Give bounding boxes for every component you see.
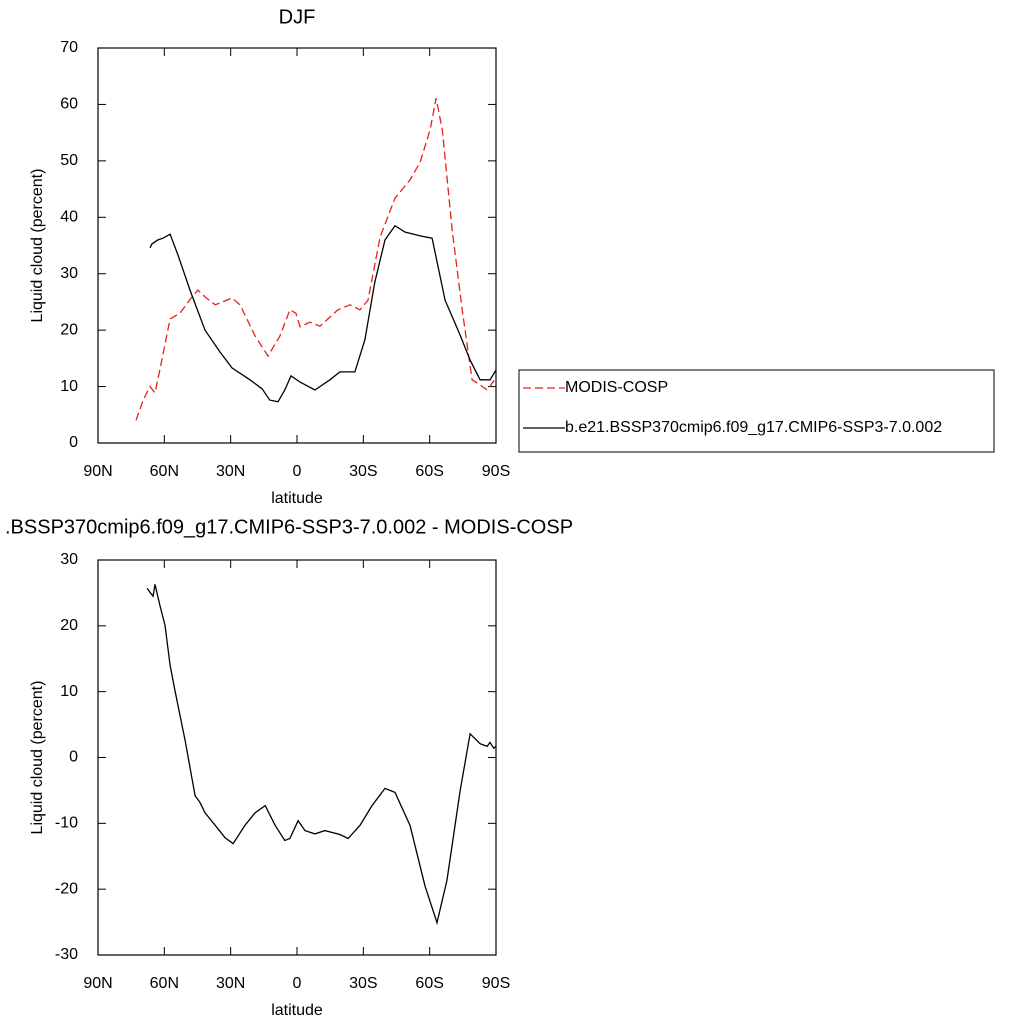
data-line: [135, 98, 497, 421]
x-tick-label: 30S: [349, 975, 377, 992]
y-tick-label: 20: [60, 617, 78, 634]
legend-box: [518, 369, 995, 453]
y-tick-label: 0: [69, 434, 78, 451]
x-tick-label: 90S: [482, 463, 510, 480]
x-tick-label: 60N: [150, 975, 179, 992]
y-tick-label: -20: [55, 880, 78, 897]
x-tick-label: 60S: [415, 975, 443, 992]
data-line: [149, 224, 497, 403]
y-tick-label: 50: [60, 152, 78, 169]
y-tick-label: 30: [60, 265, 78, 282]
legend-label: MODIS-COSP: [565, 379, 668, 396]
x-axis-label: latitude: [271, 1002, 323, 1019]
data-line: [146, 584, 497, 926]
x-tick-label: 90N: [83, 975, 112, 992]
y-tick-label: 10: [60, 378, 78, 395]
y-tick-label: 0: [69, 749, 78, 766]
y-tick-label: -30: [55, 946, 78, 963]
x-tick-label: 90N: [83, 463, 112, 480]
y-axis-label: Liquid cloud (percent): [29, 169, 46, 323]
x-tick-label: 0: [293, 975, 302, 992]
y-tick-label: 30: [60, 551, 78, 568]
chart-title: DJF: [279, 6, 316, 28]
x-tick-label: 30S: [349, 463, 377, 480]
x-tick-label: 60S: [415, 463, 443, 480]
y-tick-label: 70: [60, 39, 78, 56]
y-axis-label: Liquid cloud (percent): [29, 681, 46, 835]
legend-label: b.e21.BSSP370cmip6.f09_g17.CMIP6-SSP3-7.…: [565, 419, 942, 436]
plot-frame: [97, 47, 497, 444]
y-tick-label: 40: [60, 209, 78, 226]
x-tick-label: 30N: [216, 975, 245, 992]
plot-frame: [97, 559, 497, 956]
y-tick-label: 10: [60, 683, 78, 700]
y-tick-label: 20: [60, 321, 78, 338]
x-tick-label: 90S: [482, 975, 510, 992]
y-tick-label: -10: [55, 815, 78, 832]
x-tick-label: 0: [293, 463, 302, 480]
x-axis-label: latitude: [271, 490, 323, 507]
x-tick-label: 60N: [150, 463, 179, 480]
y-tick-label: 60: [60, 96, 78, 113]
chart-title: .BSSP370cmip6.f09_g17.CMIP6-SSP3-7.0.002…: [5, 516, 573, 538]
x-tick-label: 30N: [216, 463, 245, 480]
